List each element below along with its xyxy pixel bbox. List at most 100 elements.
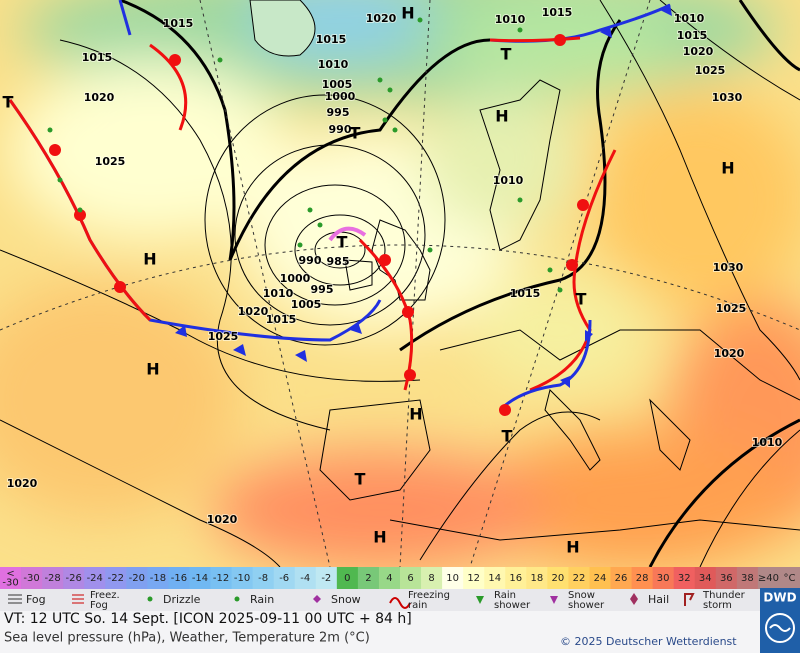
freezing-rain-symbol	[389, 597, 411, 609]
scale-label: < -30	[2, 569, 18, 589]
scale-label: -24	[87, 573, 103, 584]
legend-label: Snow shower	[568, 590, 605, 611]
scale-cell	[526, 567, 548, 589]
isobar-label: 1015	[316, 33, 347, 46]
scale-label: 14	[488, 573, 501, 584]
coastlines	[249, 0, 800, 541]
scale-label: 26	[615, 573, 628, 584]
legend-label: Drizzle	[163, 593, 201, 606]
scale-label: -8	[258, 573, 268, 584]
scale-cell	[231, 567, 254, 589]
isobar-label: 1020	[84, 91, 115, 104]
legend-background	[0, 589, 800, 611]
isobar-label: 990	[329, 123, 352, 136]
scale-label: -20	[129, 573, 145, 584]
scale-label: 10	[446, 573, 459, 584]
dwd-logo: DWD	[760, 588, 800, 653]
scale-cell	[273, 567, 296, 589]
freezing-fog-symbol	[72, 594, 84, 604]
isobar-label: 1025	[716, 302, 747, 315]
pressure-center: H	[401, 4, 414, 23]
major-isobars	[119, 0, 800, 567]
pressure-center: T	[350, 124, 361, 143]
scale-label: -28	[44, 573, 60, 584]
thunderstorm-symbol	[684, 593, 695, 606]
scale-cell	[210, 567, 233, 589]
scale-label: 36	[720, 573, 733, 584]
isobar-label: 1020	[207, 513, 238, 526]
scale-cell	[757, 567, 780, 589]
scale-cell	[315, 567, 338, 589]
isobar-label: 1010	[493, 174, 524, 187]
pressure-center: H	[146, 360, 159, 379]
isobar-label: 1020	[238, 305, 269, 318]
isobar-label: 985	[327, 255, 350, 268]
scale-cell	[631, 567, 654, 589]
pressure-center: T	[3, 93, 14, 112]
scale-cell	[673, 567, 696, 589]
scale-label: -30	[23, 573, 39, 584]
scale-label: 32	[678, 573, 691, 584]
scale-cell	[484, 567, 506, 589]
scale-label: 16	[509, 573, 522, 584]
scale-cell	[652, 567, 675, 589]
scale-label: 20	[552, 573, 565, 584]
isobar-label: 1015	[677, 29, 708, 42]
scale-label: 34	[699, 573, 712, 584]
scale-cell	[21, 567, 43, 589]
isobar-label: 1020	[714, 347, 745, 360]
snow-symbol	[313, 595, 321, 603]
scale-label: 0	[344, 573, 350, 584]
scale-cell	[105, 567, 127, 589]
pressure-center: T	[576, 290, 587, 309]
legend-label: Fog	[26, 593, 46, 606]
rain-shower-symbol	[476, 596, 484, 604]
scale-cell	[568, 567, 590, 589]
isobar-label: 1005	[291, 298, 322, 311]
isobar-label: 1010	[752, 436, 783, 449]
isobar-label: 1020	[366, 12, 397, 25]
scale-label: 4	[386, 573, 392, 584]
isobar-label: 1015	[542, 6, 573, 19]
valid-time: VT: 12 UTC So. 14 Sept. [ICON 2025-09-11…	[4, 611, 412, 627]
legend-label: Rain shower	[494, 590, 531, 611]
isobar-label: 990	[299, 254, 322, 267]
scale-label: 18	[530, 573, 543, 584]
scale-cell	[357, 567, 380, 589]
legend-label: Snow	[331, 593, 361, 606]
scale-label: -26	[66, 573, 82, 584]
scale-cell	[168, 567, 190, 589]
scale-cell	[505, 567, 527, 589]
graticule	[0, 0, 800, 567]
scale-cell	[694, 567, 717, 589]
scale-label: -6	[279, 573, 289, 584]
isobar-label: 1000	[280, 272, 311, 285]
isobar-label: 1010	[318, 58, 349, 71]
copyright: © 2025 Deutscher Wetterdienst	[560, 635, 737, 648]
rain-symbols	[47, 17, 563, 293]
legend-label: Freez. Fog	[90, 590, 120, 611]
pressure-center: H	[721, 159, 734, 178]
hail-symbol	[630, 593, 638, 605]
pressure-center: H	[566, 538, 579, 557]
logo-text: DWD	[763, 591, 796, 605]
isobar-label: 1020	[683, 45, 714, 58]
scale-cell	[294, 567, 317, 589]
scale-cell	[0, 567, 22, 589]
weather-legend: Fog Freez. Fog Drizzle Rain Snow Freezing rain R…	[0, 589, 800, 611]
scale-label: 12	[467, 573, 480, 584]
scale-cell	[400, 567, 422, 589]
scale-cell	[336, 567, 359, 589]
scale-unit: °C	[783, 573, 795, 584]
scale-label: 30	[657, 573, 670, 584]
isobars	[0, 0, 800, 567]
scale-label: -10	[234, 573, 250, 584]
map-labels: 1015 102010151010100510009959901015102010…	[3, 4, 784, 557]
isobar-label: 1025	[208, 330, 239, 343]
pressure-center: H	[373, 528, 386, 547]
pressure-center: H	[143, 250, 156, 269]
rain-symbol	[234, 596, 240, 602]
legend-label: Rain	[250, 593, 274, 606]
